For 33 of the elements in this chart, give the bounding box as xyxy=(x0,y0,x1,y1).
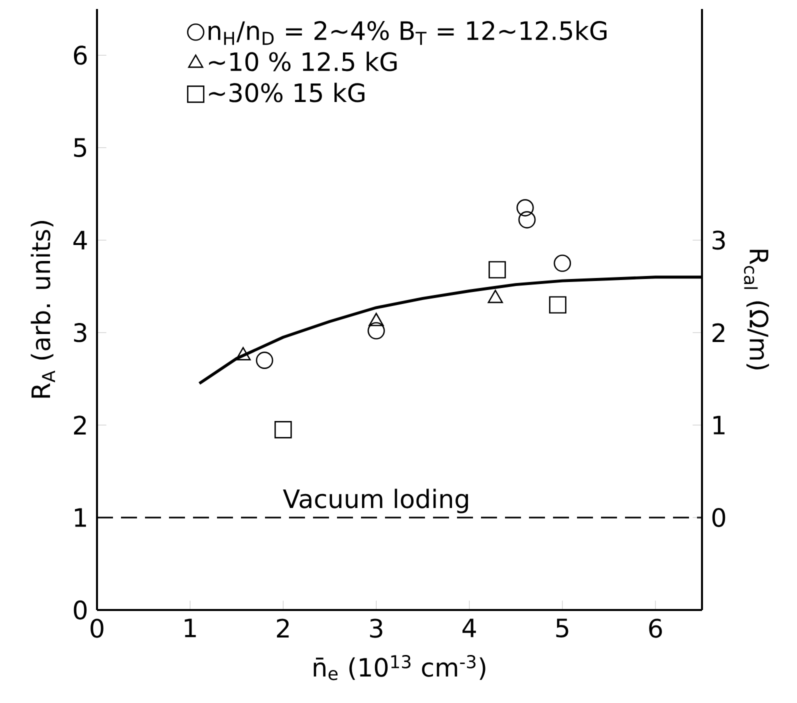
x-tick-label: 4 xyxy=(462,618,476,638)
x-tick-label: 5 xyxy=(556,618,568,638)
legend-label: ∼30% 15 kG xyxy=(209,82,364,102)
point xyxy=(256,352,274,370)
y2-tick-label: 2 xyxy=(712,323,724,342)
y-tick-label: 2 xyxy=(74,416,86,434)
y-axis-title: R$_{A}$ (arb. units) xyxy=(30,221,56,398)
x-tick-label: 1 xyxy=(184,618,196,638)
point xyxy=(554,254,572,272)
x-tick-label: 3 xyxy=(370,618,382,638)
y-tick-label: 4 xyxy=(73,230,87,250)
y2-tick-label: 1 xyxy=(713,416,724,434)
x-tick-label: 2 xyxy=(276,618,289,638)
point xyxy=(518,211,536,228)
y2-tick-label: 3 xyxy=(712,230,725,250)
y-tick-label: 3 xyxy=(74,323,86,342)
y-tick-label: 5 xyxy=(74,138,86,158)
y-tick-label: 1 xyxy=(74,508,86,527)
y-tick-label: 6 xyxy=(74,46,87,65)
point xyxy=(516,199,534,216)
point xyxy=(549,296,566,314)
y2-tick-label: 0 xyxy=(712,508,726,528)
ref-line-label: Vacuum loding xyxy=(282,488,468,514)
y-tick-label: 0 xyxy=(74,600,87,620)
x-tick-label: 6 xyxy=(649,618,662,638)
legend-label: ∼10 % 12.5 kG xyxy=(209,52,397,72)
x-tick-label: 0 xyxy=(90,618,104,638)
point xyxy=(488,261,506,278)
point xyxy=(368,322,385,340)
x-axis-title: n̄$_{e}$ (10$^{13}$ cm$^{-3}$) xyxy=(314,655,486,680)
point xyxy=(274,421,292,438)
legend-label: n$_{H}$/n$_{D}$ = 2∼4% B$_{T}$ = 12∼12.5kG xyxy=(208,20,606,45)
y2-axis-title: R$_{cal}$ (Ω/m) xyxy=(744,250,769,370)
